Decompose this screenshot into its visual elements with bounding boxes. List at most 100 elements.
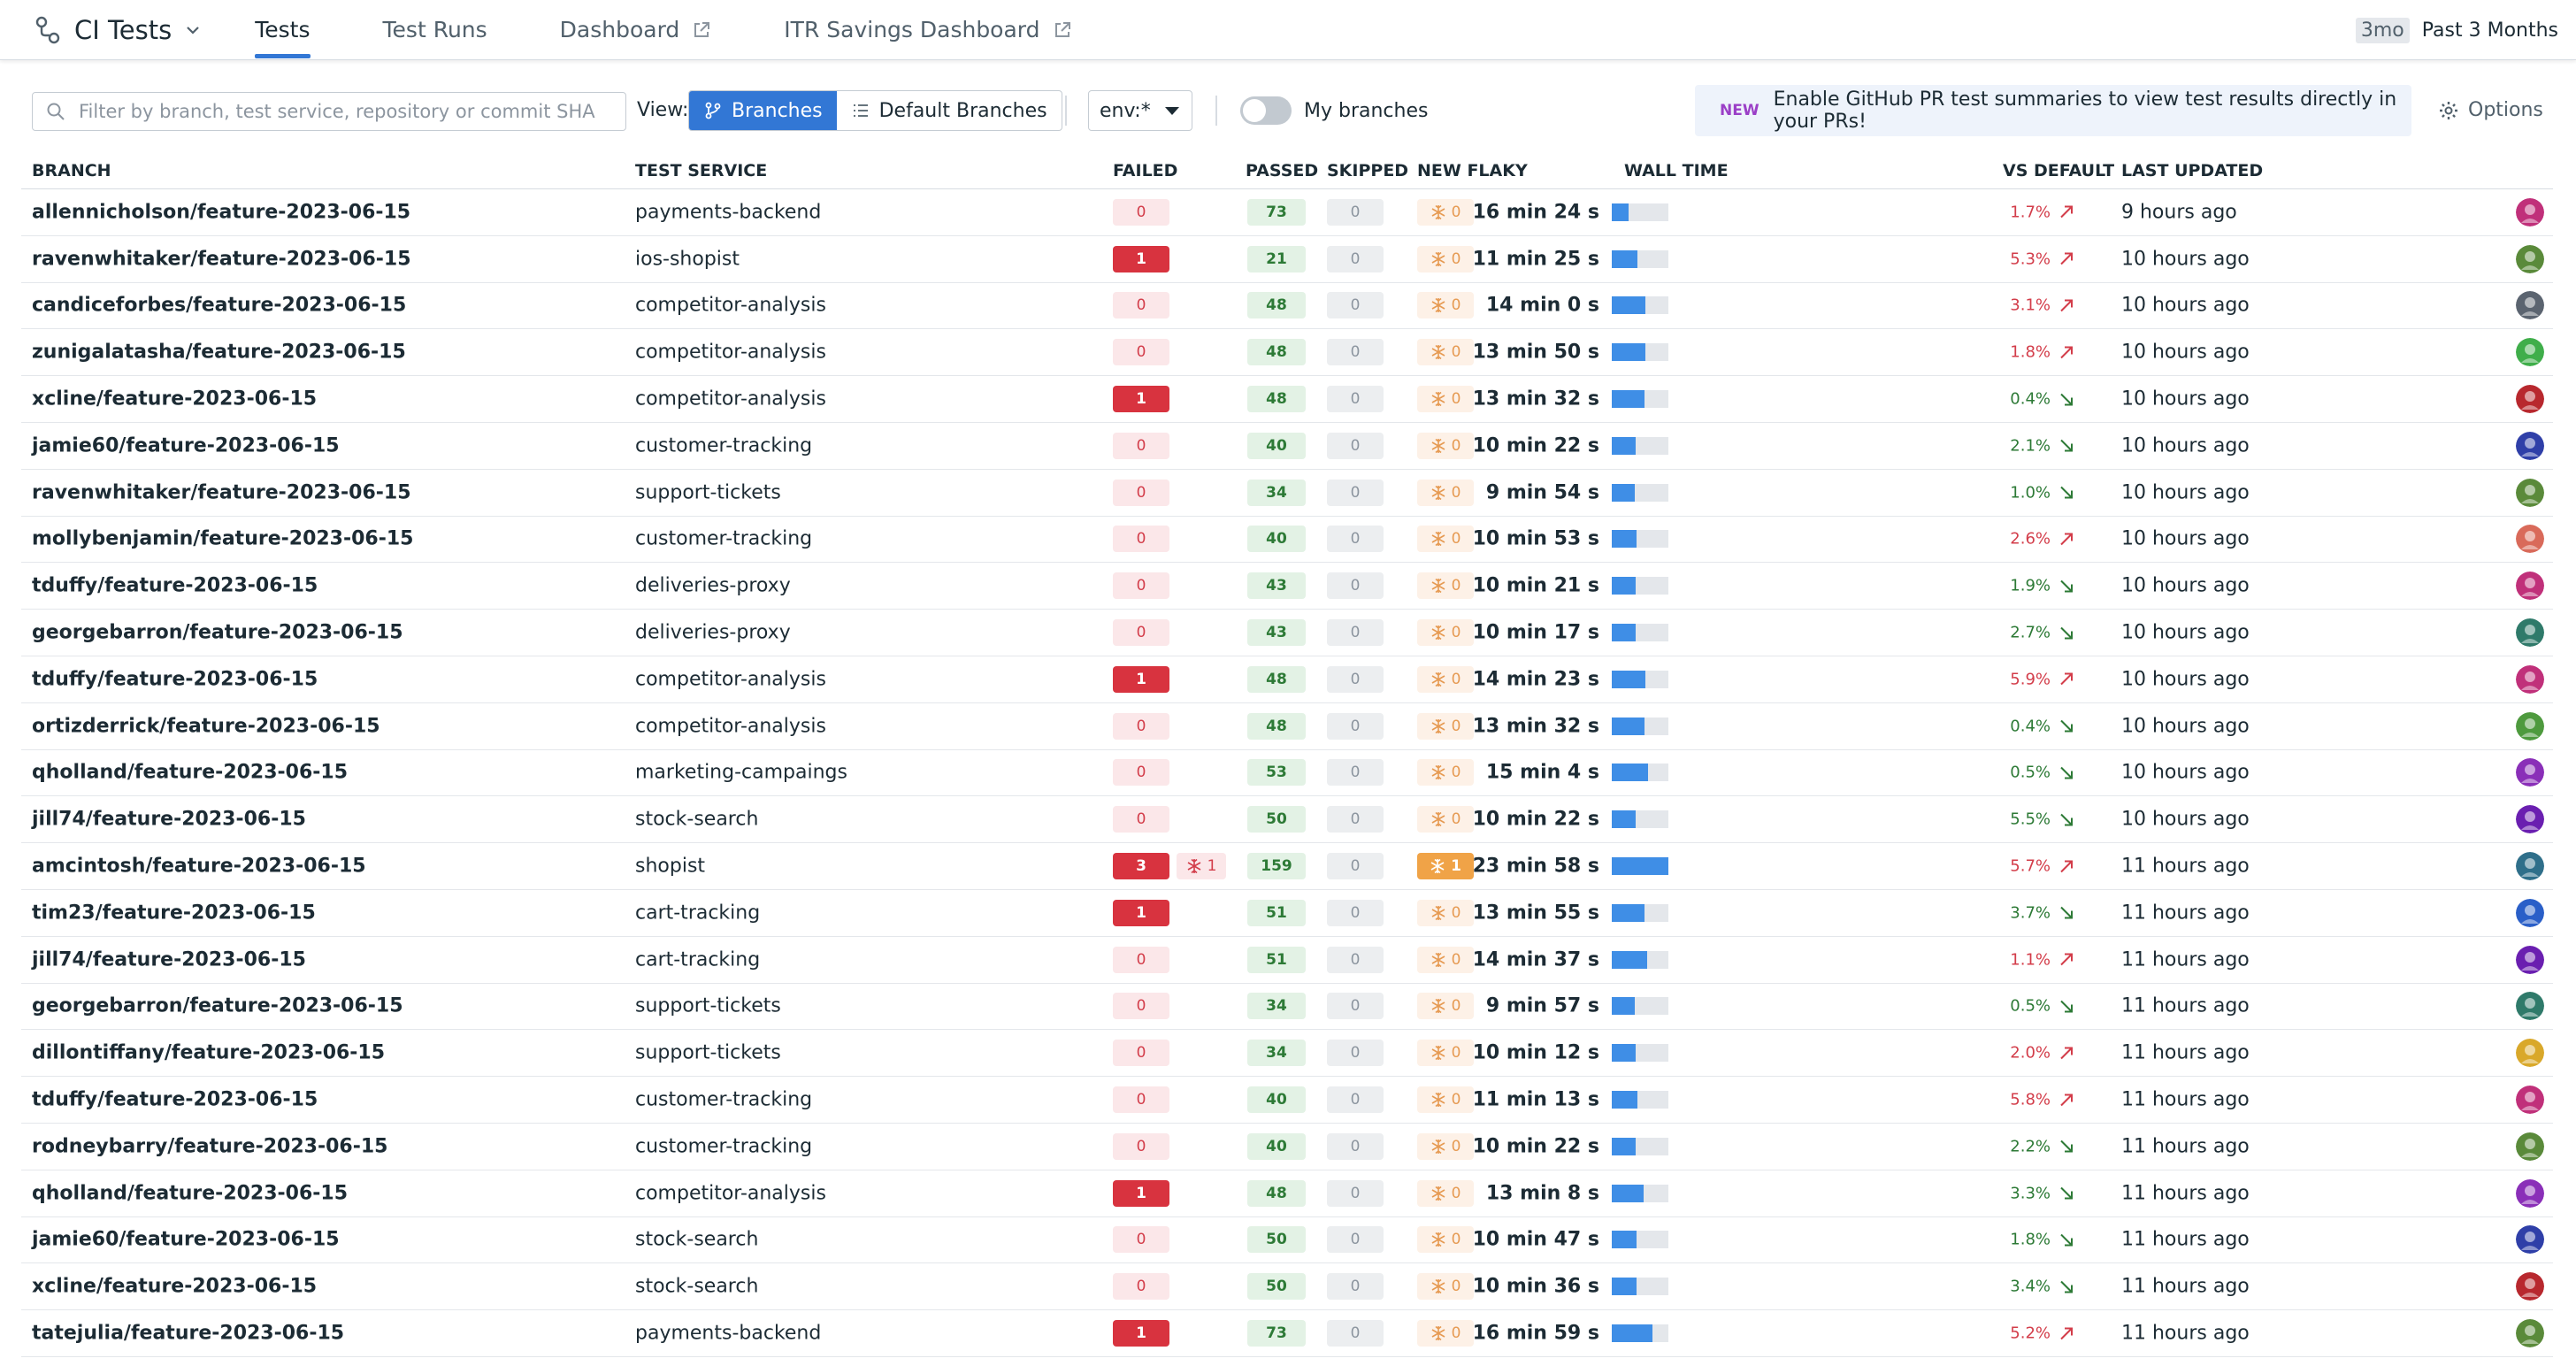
table-row[interactable]: ravenwhitaker/feature-2023-06-15 ios-shop… xyxy=(21,236,2553,283)
branch-name[interactable]: georgebarron/feature-2023-06-15 xyxy=(32,994,403,1017)
avatar[interactable] xyxy=(2516,385,2544,414)
avatar[interactable] xyxy=(2516,1272,2544,1301)
branch-name[interactable]: dillontiffany/feature-2023-06-15 xyxy=(32,1041,386,1064)
table-row[interactable]: tduffy/feature-2023-06-15 competitor-anal… xyxy=(21,656,2553,703)
column-header-new-flaky[interactable]: NEW FLAKY xyxy=(1417,161,1528,180)
table-row[interactable]: xcline/feature-2023-06-15 stock-search 0 50… xyxy=(21,1263,2553,1311)
github-pr-banner[interactable]: NEW Enable GitHub PR test summaries to v… xyxy=(1695,85,2411,136)
column-header-branch[interactable]: BRANCH xyxy=(32,161,111,180)
avatar[interactable] xyxy=(2516,525,2544,554)
tab-dashboard[interactable]: Dashboard xyxy=(560,0,712,60)
tab-test-runs[interactable]: Test Runs xyxy=(383,0,487,60)
branch-name[interactable]: xcline/feature-2023-06-15 xyxy=(32,1275,318,1298)
branch-name[interactable]: allennicholson/feature-2023-06-15 xyxy=(32,201,411,224)
avatar[interactable] xyxy=(2516,945,2544,974)
branch-name[interactable]: qholland/feature-2023-06-15 xyxy=(32,1182,349,1205)
avatar[interactable] xyxy=(2516,1039,2544,1068)
avatar[interactable] xyxy=(2516,1178,2544,1208)
table-row[interactable]: mollybenjamin/feature-2023-06-15 customer… xyxy=(21,517,2553,564)
time-range-selector[interactable]: 3mo Past 3 Months xyxy=(2355,0,2558,60)
branch-name[interactable]: jamie60/feature-2023-06-15 xyxy=(32,434,340,457)
branch-name[interactable]: tduffy/feature-2023-06-15 xyxy=(32,668,318,691)
branch-name[interactable]: amcintosh/feature-2023-06-15 xyxy=(32,855,366,878)
avatar[interactable] xyxy=(2516,898,2544,927)
branch-icon xyxy=(705,102,721,119)
branch-name[interactable]: ortizderrick/feature-2023-06-15 xyxy=(32,715,380,738)
table-row[interactable]: tduffy/feature-2023-06-15 customer-tracki… xyxy=(21,1077,2553,1124)
avatar[interactable] xyxy=(2516,758,2544,787)
table-row[interactable]: qholland/feature-2023-06-15 marketing-cam… xyxy=(21,750,2553,797)
env-select[interactable]: env:* xyxy=(1088,90,1192,131)
my-branches-toggle[interactable] xyxy=(1240,96,1292,125)
table-row[interactable]: ravenwhitaker/feature-2023-06-15 support-… xyxy=(21,470,2553,517)
view-default-branches-button[interactable]: Default Branches xyxy=(837,91,1062,130)
avatar[interactable] xyxy=(2516,852,2544,881)
column-header-wall-time[interactable]: WALL TIME xyxy=(1624,161,1729,180)
tab-tests[interactable]: Tests xyxy=(255,0,310,60)
branch-name[interactable]: qholland/feature-2023-06-15 xyxy=(32,761,349,784)
avatar[interactable] xyxy=(2516,338,2544,367)
avatar[interactable] xyxy=(2516,992,2544,1021)
table-row[interactable]: jill74/feature-2023-06-15 cart-tracking 0 5… xyxy=(21,937,2553,984)
avatar[interactable] xyxy=(2516,1132,2544,1161)
table-row[interactable]: jamie60/feature-2023-06-15 customer-track… xyxy=(21,423,2553,470)
avatar[interactable] xyxy=(2516,805,2544,834)
table-row[interactable]: dillontiffany/feature-2023-06-15 support-… xyxy=(21,1030,2553,1078)
branch-name[interactable]: rodneybarry/feature-2023-06-15 xyxy=(32,1135,388,1158)
avatar[interactable] xyxy=(2516,572,2544,601)
search-box[interactable] xyxy=(32,92,626,131)
branch-name[interactable]: mollybenjamin/feature-2023-06-15 xyxy=(32,527,414,550)
avatar[interactable] xyxy=(2516,711,2544,741)
avatar[interactable] xyxy=(2516,197,2544,226)
search-input[interactable] xyxy=(79,101,618,122)
table-row[interactable]: tim23/feature-2023-06-15 cart-tracking 1 51… xyxy=(21,890,2553,937)
avatar[interactable] xyxy=(2516,1319,2544,1348)
table-row[interactable]: jamie60/feature-2023-06-15 stock-search 0 5… xyxy=(21,1217,2553,1264)
avatar[interactable] xyxy=(2516,1225,2544,1255)
table-row[interactable]: georgebarron/feature-2023-06-15 support-t… xyxy=(21,984,2553,1031)
app-switcher[interactable]: CI Tests xyxy=(32,0,202,60)
branch-name[interactable]: ravenwhitaker/feature-2023-06-15 xyxy=(32,481,411,504)
branch-name[interactable]: georgebarron/feature-2023-06-15 xyxy=(32,621,403,644)
table-row[interactable]: zunigalatasha/feature-2023-06-15 competit… xyxy=(21,329,2553,377)
options-button[interactable]: Options xyxy=(2438,99,2543,121)
branch-name[interactable]: ravenwhitaker/feature-2023-06-15 xyxy=(32,248,411,271)
tab-itr-savings-dashboard[interactable]: ITR Savings Dashboard xyxy=(784,0,1071,60)
branch-name[interactable]: tim23/feature-2023-06-15 xyxy=(32,902,316,925)
column-header-failed[interactable]: FAILED xyxy=(1113,161,1178,180)
table-row[interactable]: georgebarron/feature-2023-06-15 deliverie… xyxy=(21,610,2553,656)
avatar[interactable] xyxy=(2516,291,2544,320)
table-row[interactable]: rodneybarry/feature-2023-06-15 customer-t… xyxy=(21,1124,2553,1170)
branch-name[interactable]: tatejulia/feature-2023-06-15 xyxy=(32,1322,345,1345)
avatar[interactable] xyxy=(2516,431,2544,460)
avatar[interactable] xyxy=(2516,478,2544,507)
avatar[interactable] xyxy=(2516,244,2544,273)
column-header-skipped[interactable]: SKIPPED xyxy=(1327,161,1409,180)
branch-name[interactable]: xcline/feature-2023-06-15 xyxy=(32,388,318,411)
branch-name[interactable]: tduffy/feature-2023-06-15 xyxy=(32,1088,318,1111)
table-row[interactable]: tduffy/feature-2023-06-15 deliveries-prox… xyxy=(21,563,2553,610)
table-row[interactable]: ortizderrick/feature-2023-06-15 competito… xyxy=(21,703,2553,750)
branch-name[interactable]: jill74/feature-2023-06-15 xyxy=(32,948,306,971)
table-row[interactable]: xcline/feature-2023-06-15 competitor-anal… xyxy=(21,376,2553,423)
branch-name[interactable]: candiceforbes/feature-2023-06-15 xyxy=(32,294,407,317)
wall-time-cell: 15 min 4 s xyxy=(1472,749,1668,795)
column-header-passed[interactable]: PASSED xyxy=(1246,161,1319,180)
branch-name[interactable]: jill74/feature-2023-06-15 xyxy=(32,808,306,831)
column-header-last-updated[interactable]: LAST UPDATED xyxy=(2121,161,2264,180)
table-row[interactable]: allennicholson/feature-2023-06-15 payment… xyxy=(21,189,2553,236)
column-header-vs-default[interactable]: VS DEFAULT xyxy=(2003,161,2115,180)
branch-name[interactable]: tduffy/feature-2023-06-15 xyxy=(32,574,318,597)
table-row[interactable]: jill74/feature-2023-06-15 stock-search 0 50… xyxy=(21,796,2553,844)
view-branches-button[interactable]: Branches xyxy=(689,91,837,130)
table-row[interactable]: tatejulia/feature-2023-06-15 payments-bac… xyxy=(21,1310,2553,1357)
branch-name[interactable]: jamie60/feature-2023-06-15 xyxy=(32,1228,340,1251)
avatar[interactable] xyxy=(2516,664,2544,694)
avatar[interactable] xyxy=(2516,1086,2544,1115)
avatar[interactable] xyxy=(2516,618,2544,648)
table-row[interactable]: candiceforbes/feature-2023-06-15 competit… xyxy=(21,283,2553,330)
table-row[interactable]: amcintosh/feature-2023-06-15 shopist 3 1 159… xyxy=(21,843,2553,890)
branch-name[interactable]: zunigalatasha/feature-2023-06-15 xyxy=(32,341,406,364)
table-row[interactable]: qholland/feature-2023-06-15 competitor-an… xyxy=(21,1170,2553,1217)
column-header-test-service[interactable]: TEST SERVICE xyxy=(635,161,768,180)
